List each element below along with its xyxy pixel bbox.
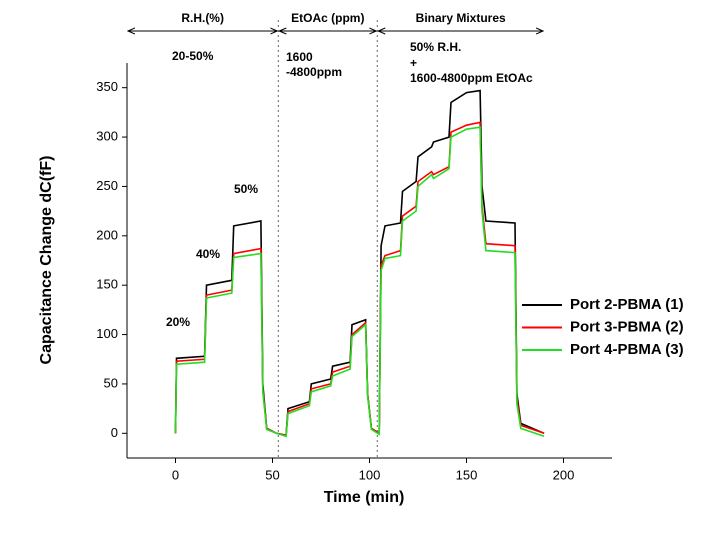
annotation: 1600 — [286, 50, 313, 64]
legend-label: Port 4-PBMA (3) — [570, 341, 684, 358]
series-line — [174, 89, 545, 437]
x-tick-label: 100 — [359, 467, 381, 482]
y-tick-label: 50 — [104, 375, 118, 390]
annotation: 20-50% — [172, 49, 214, 63]
y-tick-label: 150 — [96, 277, 118, 292]
x-tick-label: 150 — [456, 467, 478, 482]
y-tick-label: 250 — [96, 178, 118, 193]
series-line — [174, 121, 545, 437]
annotation: 50% R.H. — [410, 40, 461, 54]
legend-label: Port 3-PBMA (2) — [570, 318, 684, 335]
annotation: + — [410, 56, 417, 70]
x-tick-label: 0 — [172, 467, 179, 482]
y-tick-label: 100 — [96, 326, 118, 341]
legend-label: Port 2-PBMA (1) — [570, 296, 684, 313]
y-tick-label: 350 — [96, 79, 118, 94]
y-tick-label: 200 — [96, 227, 118, 242]
annotation: 50% — [234, 182, 258, 196]
region-label: EtOAc (ppm) — [291, 11, 364, 25]
x-axis-label: Time (min) — [324, 489, 405, 506]
annotation: 20% — [166, 315, 190, 329]
region-label: R.H.(%) — [181, 11, 224, 25]
region-label: Binary Mixtures — [416, 11, 506, 25]
x-tick-label: 200 — [553, 467, 575, 482]
y-axis-label: Capacitance Change dC(fF) — [38, 156, 55, 365]
series-line — [174, 126, 545, 438]
annotation: 40% — [196, 247, 220, 261]
y-tick-label: 0 — [111, 425, 118, 440]
annotation: -4800ppm — [286, 65, 342, 79]
x-tick-label: 50 — [265, 467, 279, 482]
y-tick-label: 300 — [96, 129, 118, 144]
annotation: 1600-4800ppm EtOAc — [410, 71, 533, 85]
